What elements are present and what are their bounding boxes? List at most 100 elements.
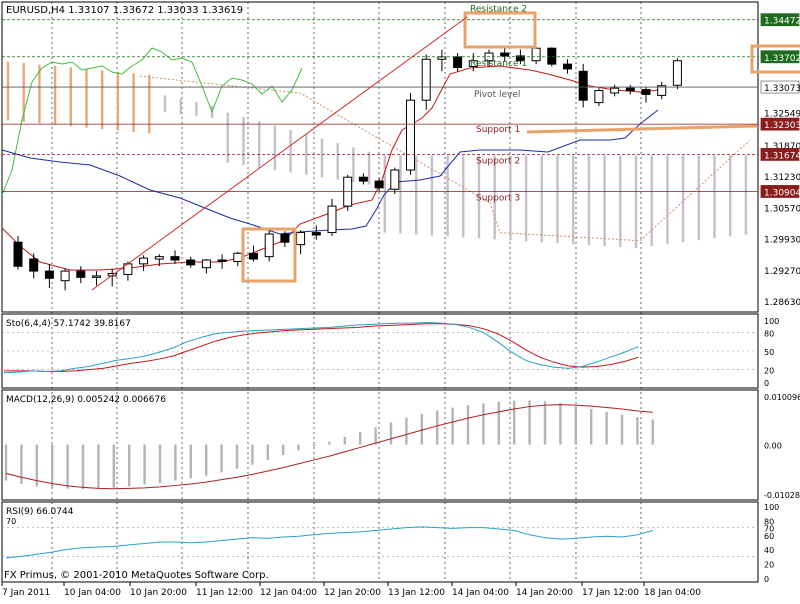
time-tick-label: 17 Jan 12:00 [582,588,639,598]
macd-level-label: 0.010096 [764,393,800,402]
bullish-candle [296,232,306,246]
pivot-levels: Resistance 2 Resistance 1 Pivot level Suppo… [2,5,758,203]
rsi-level-label: 80 [764,517,774,526]
bullish-candle [437,56,447,60]
sub-panes: Sto(6,4,4) 57.1742 39.8167 100 80 50 20 0 MACD… [2,317,800,584]
time-tick-label: 14 Jan 04:00 [452,588,509,598]
rsi-title: RSI(9) 66.0744 [6,507,74,517]
price-axis: 1.34472 1.33702 1.33073 1.32549 1.32303 1.318… [760,13,800,308]
price-label-box [760,117,800,131]
time-tick-label: 10 Jan 04:00 [64,588,121,598]
price-tick-label: 1.31674 [764,151,800,161]
stochastic-signal-line [4,323,639,372]
bearish-candle [641,89,651,95]
bearish-candle [547,47,557,65]
stochastic-title: Sto(6,4,4) 57.1742 39.8167 [6,319,131,329]
price-label-box [760,13,800,27]
stochastic-level-label: 0 [764,379,769,388]
rsi-level-70-label: 70 [6,517,16,526]
bearish-candle [280,233,290,243]
bearish-candle [13,241,23,267]
time-tick-label: 12 Jan 04:00 [260,588,317,598]
bearish-candle [515,55,525,62]
rsi-level-label: 70 [764,525,774,534]
trend-line [91,16,468,291]
price-tick-label: 1.32303 [764,121,800,131]
price-pane-frame [1,1,759,313]
bearish-candle [311,232,321,236]
bullish-candle [672,60,682,86]
rsi-level-label: 40 [764,546,774,555]
level-label: Support 2 [476,156,520,166]
price-tick-label: 1.32549 [764,109,800,119]
price-label-box [760,80,800,94]
bearish-candle [453,56,463,68]
price-tick-label: 1.31230 [764,173,800,183]
price-tick-label: 1.34472 [764,17,800,27]
stochastic-level-label: 50 [764,348,774,357]
bullish-candle [92,275,101,278]
bearish-candle [76,270,86,278]
bullish-candle [233,252,243,262]
level-label: Pivot level [474,90,520,100]
macd-level-label: 0.00 [764,442,782,451]
bullish-candle [390,169,400,190]
price-tick-label: 1.29270 [764,267,800,277]
kijun-line [1,109,659,235]
bearish-candle [186,259,196,266]
bearish-candle [578,70,588,101]
level-label: Support 3 [476,193,520,203]
chikou-line [1,47,303,196]
level-label: Resistance 1 [470,59,527,69]
bullish-candle [201,259,211,269]
price-label-highlight-box [750,44,800,74]
time-tick-label: 14 Jan 20:00 [516,588,573,598]
price-tick-label: 1.28630 [764,298,800,308]
bullish-candle [154,256,164,260]
rsi-level-label: 20 [764,561,774,570]
price-tick-label: 1.29930 [764,235,800,245]
bullish-candle [468,60,478,68]
macd-title: MACD(12,26,9) 0.005242 0.006676 [6,395,166,405]
price-tick-label: 1.33073 [764,84,800,94]
time-tick-label: 18 Jan 04:00 [644,588,701,598]
reversal-highlight-box [241,227,297,283]
time-tick-label: 12 Jan 20:00 [324,588,381,598]
bearish-candle [170,256,180,261]
price-tick-label: 1.31870 [764,142,800,152]
macd-pane-frame [1,389,759,501]
bearish-candle [625,87,635,92]
support-1-trendline [526,124,758,134]
price-tick-label: 1.30570 [764,205,800,215]
bullish-candle [139,257,149,265]
bullish-candle [531,47,541,62]
price-label-box [760,50,800,64]
rsi-level-label: 60 [764,532,774,541]
tenkan-line [1,65,659,271]
bearish-candle [500,52,510,57]
rsi-line [5,526,653,559]
stochastic-level-label: 20 [764,367,774,376]
price-label-box [760,148,800,161]
candles [13,46,682,291]
rsi-pane-frame [1,501,759,583]
bullish-candle [657,85,667,96]
time-tick-label: 10 Jan 20:00 [130,588,187,598]
bearish-candle [217,259,227,262]
time-tick-label: 13 Jan 12:00 [388,588,445,598]
price-tick-label: 1.33702 [764,54,800,64]
bullish-candle [406,99,415,171]
bullish-candle [421,58,431,101]
level-label: Support 1 [476,125,520,135]
bearish-candle [44,270,54,279]
time-tick-label: 11 Jan 12:00 [196,588,253,598]
bearish-candle [374,180,384,189]
bearish-candle [249,252,258,260]
time-tick-label: 7 Jan 2011 [2,588,50,598]
cloud-boundary-line [139,75,751,242]
bullish-candle [594,90,604,104]
rsi-level-label: 100 [764,503,779,512]
